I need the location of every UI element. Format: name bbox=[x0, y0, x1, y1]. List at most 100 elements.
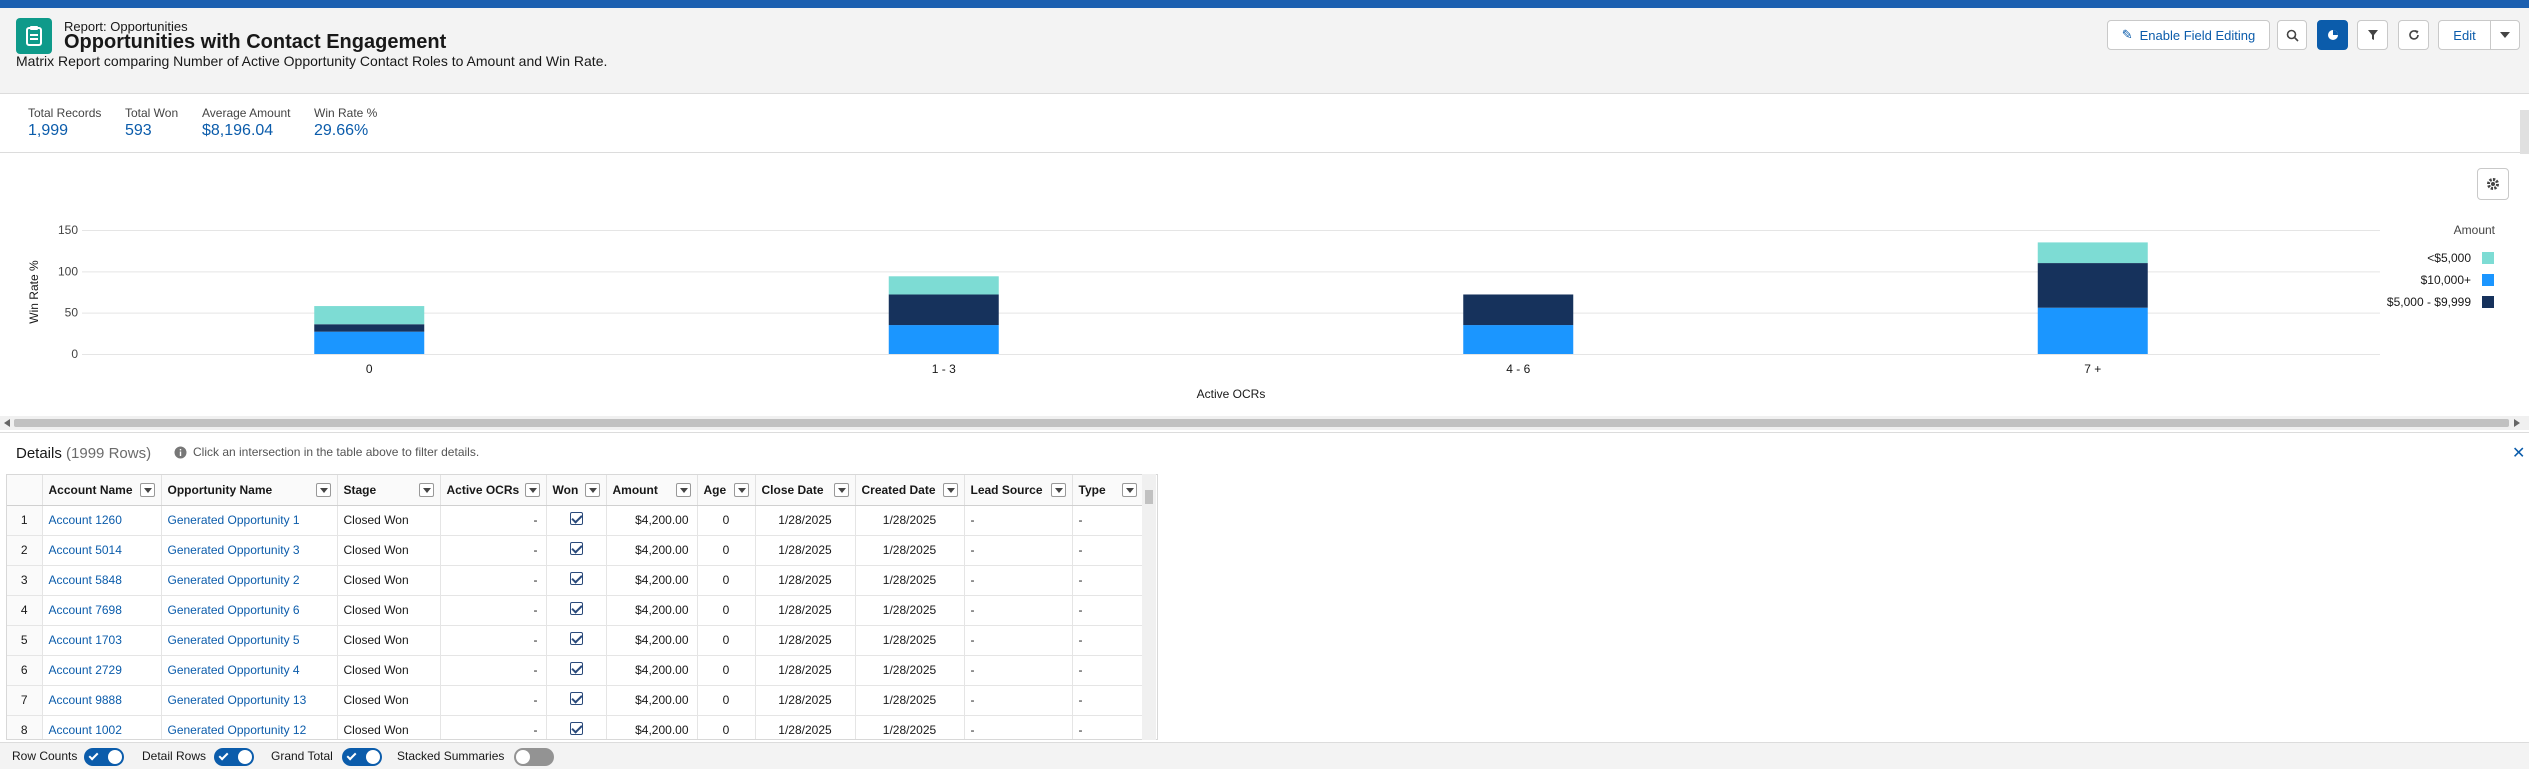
age-cell: 0 bbox=[697, 535, 756, 566]
detail-rows-toggle[interactable] bbox=[214, 748, 254, 766]
column-menu-icon[interactable] bbox=[1121, 483, 1137, 497]
column-header[interactable]: Close Date bbox=[755, 475, 856, 506]
column-header[interactable]: Won bbox=[546, 475, 607, 506]
column-header[interactable]: Opportunity Name bbox=[161, 475, 338, 506]
column-header[interactable]: Account Name bbox=[42, 475, 162, 506]
close-date-cell: 1/28/2025 bbox=[755, 595, 856, 626]
details-row-count: (1999 Rows) bbox=[66, 445, 152, 462]
scrollbar-thumb[interactable] bbox=[1145, 490, 1153, 504]
column-menu-icon[interactable] bbox=[833, 483, 849, 497]
opportunity-name-cell[interactable]: Generated Opportunity 13 bbox=[161, 685, 338, 716]
column-header-label: Amount bbox=[612, 482, 658, 497]
opportunity-name-cell[interactable]: Generated Opportunity 1 bbox=[161, 505, 338, 536]
account-name-cell[interactable]: Account 1002 bbox=[42, 715, 162, 739]
column-menu-icon[interactable] bbox=[524, 483, 540, 497]
opportunity-name-cell[interactable]: Generated Opportunity 12 bbox=[161, 715, 338, 739]
column-menu-icon[interactable] bbox=[942, 483, 958, 497]
table-vertical-scrollbar[interactable] bbox=[1142, 474, 1156, 740]
type-cell: - bbox=[1072, 715, 1144, 739]
column-header[interactable]: Stage bbox=[337, 475, 441, 506]
details-title: Details (1999 Rows) bbox=[16, 445, 151, 462]
edit-menu-button[interactable] bbox=[2490, 20, 2520, 50]
created-date-cell: 1/28/2025 bbox=[855, 595, 965, 626]
close-date-cell: 1/28/2025 bbox=[755, 715, 856, 739]
details-hint-text: Click an intersection in the table above… bbox=[193, 445, 480, 459]
stage-cell: Closed Won bbox=[337, 595, 441, 626]
bar-segment bbox=[1463, 325, 1574, 354]
info-icon bbox=[174, 446, 187, 458]
account-name-cell[interactable]: Account 2729 bbox=[42, 655, 162, 686]
filter-button[interactable] bbox=[2357, 20, 2388, 50]
chart-icon bbox=[2327, 30, 2338, 40]
active-ocrs-cell: - bbox=[440, 565, 547, 596]
age-cell: 0 bbox=[697, 715, 756, 739]
bar-segment bbox=[888, 294, 999, 326]
chevron-left-icon[interactable] bbox=[4, 419, 10, 427]
legend-swatch bbox=[2482, 274, 2494, 286]
account-name-cell[interactable]: Account 9888 bbox=[42, 685, 162, 716]
chevron-right-icon[interactable] bbox=[2514, 419, 2520, 427]
bar-segment bbox=[2037, 263, 2148, 308]
column-menu-icon[interactable] bbox=[733, 483, 749, 497]
column-menu-icon[interactable] bbox=[315, 483, 331, 497]
column-menu-icon[interactable] bbox=[584, 483, 600, 497]
chart-settings-button[interactable] bbox=[2477, 168, 2509, 200]
enable-field-editing-button[interactable]: ✎ Enable Field Editing bbox=[2107, 20, 2270, 50]
stacked-bar-chart[interactable]: 0 50 100 150 Win Rate % 0 1 - 3 4 - 6 7 + Active … bbox=[0, 154, 2529, 416]
column-menu-icon[interactable] bbox=[139, 483, 155, 497]
account-name-cell[interactable]: Account 1260 bbox=[42, 505, 162, 536]
column-header[interactable]: Lead Source bbox=[964, 475, 1073, 506]
account-name-cell[interactable]: Account 5014 bbox=[42, 535, 162, 566]
chart-toggle-button[interactable] bbox=[2317, 20, 2348, 50]
column-menu-icon[interactable] bbox=[418, 483, 434, 497]
opportunity-name-cell[interactable]: Generated Opportunity 3 bbox=[161, 535, 338, 566]
age-cell: 0 bbox=[697, 625, 756, 656]
created-date-cell: 1/28/2025 bbox=[855, 625, 965, 656]
search-button[interactable] bbox=[2277, 20, 2307, 50]
refresh-button[interactable] bbox=[2398, 20, 2429, 50]
details-hint: Click an intersection in the table above… bbox=[174, 445, 479, 459]
column-header[interactable]: Age bbox=[697, 475, 756, 506]
column-header[interactable]: Created Date bbox=[855, 475, 965, 506]
checkbox-checked-icon bbox=[569, 542, 583, 555]
lead-source-cell: - bbox=[964, 535, 1073, 566]
details-bar: Details (1999 Rows) Click an intersectio… bbox=[0, 432, 2529, 472]
account-name-cell[interactable]: Account 5848 bbox=[42, 565, 162, 596]
opportunity-name-cell[interactable]: Generated Opportunity 2 bbox=[161, 565, 338, 596]
stacked-summaries-label: Stacked Summaries bbox=[397, 749, 505, 763]
grand-total-label: Grand Total bbox=[271, 749, 333, 763]
column-header[interactable]: Type bbox=[1072, 475, 1144, 506]
opportunity-name-cell[interactable]: Generated Opportunity 6 bbox=[161, 595, 338, 626]
account-name-cell[interactable]: Account 7698 bbox=[42, 595, 162, 626]
close-icon[interactable]: ✕ bbox=[2512, 445, 2526, 462]
opportunity-name-cell[interactable]: Generated Opportunity 4 bbox=[161, 655, 338, 686]
column-header-label: Stage bbox=[343, 482, 377, 497]
enable-field-editing-label: Enable Field Editing bbox=[2139, 27, 2256, 43]
column-menu-icon[interactable] bbox=[675, 483, 691, 497]
amount-cell: $4,200.00 bbox=[606, 685, 698, 716]
close-date-cell: 1/28/2025 bbox=[755, 655, 856, 686]
won-cell bbox=[546, 685, 607, 716]
chart-horizontal-scrollbar[interactable] bbox=[0, 416, 2529, 430]
stacked-summaries-toggle[interactable] bbox=[514, 748, 554, 766]
scrollbar-thumb[interactable] bbox=[14, 419, 2509, 427]
filter-icon bbox=[2367, 30, 2378, 40]
amount-cell: $4,200.00 bbox=[606, 595, 698, 626]
column-header-label: Account Name bbox=[48, 482, 133, 497]
created-date-cell: 1/28/2025 bbox=[855, 535, 965, 566]
account-name-cell[interactable]: Account 1703 bbox=[42, 625, 162, 656]
created-date-cell: 1/28/2025 bbox=[855, 655, 965, 686]
row-number: 8 bbox=[7, 715, 43, 739]
column-header[interactable]: Amount bbox=[606, 475, 698, 506]
row-counts-toggle[interactable] bbox=[84, 748, 124, 766]
opportunity-name-cell[interactable]: Generated Opportunity 5 bbox=[161, 625, 338, 656]
summary-value: 1,999 bbox=[28, 122, 69, 139]
edit-button[interactable]: Edit bbox=[2438, 20, 2491, 50]
created-date-cell: 1/28/2025 bbox=[855, 505, 965, 536]
details-table: Account Name Opportunity Name Stage Active … bbox=[6, 474, 1158, 740]
grand-total-toggle[interactable] bbox=[342, 748, 382, 766]
legend-label: $5,000 - $9,999 bbox=[2387, 295, 2471, 309]
column-menu-icon[interactable] bbox=[1050, 483, 1066, 497]
bar-segment bbox=[2037, 307, 2148, 354]
column-header[interactable]: Active OCRs bbox=[440, 475, 547, 506]
